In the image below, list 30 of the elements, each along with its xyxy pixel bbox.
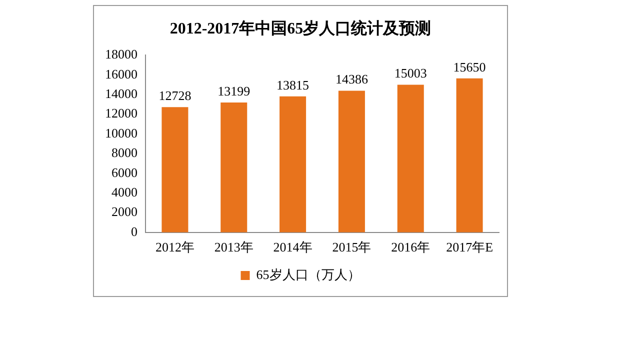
data-label: 15003 [394,66,427,81]
chart-title: 2012-2017年中国65岁人口统计及预测 [170,20,432,38]
y-tick-label: 16000 [105,66,138,82]
bar [280,96,306,232]
y-tick-label: 0 [131,224,138,239]
x-tick-label: 2013年 [214,240,254,255]
y-tick-label: 14000 [105,86,138,101]
x-tick-label: 2014年 [273,240,312,255]
y-tick-label: 10000 [105,125,138,140]
x-tick-label: 2015年 [332,240,372,255]
bar [162,107,188,232]
data-label: 14386 [335,72,368,87]
data-label: 15650 [453,59,486,74]
bar [456,78,483,232]
y-tick-label: 2000 [112,204,138,220]
bar [338,90,365,232]
bar [220,102,248,232]
y-tick-label: 4000 [112,184,138,200]
data-label: 13815 [276,77,310,92]
x-tick-label: 2012年 [155,240,194,255]
y-tick-label: 8000 [112,145,138,160]
data-label: 12728 [158,88,192,104]
y-tick-label: 12000 [105,106,138,121]
y-tick-label: 18000 [105,46,138,62]
x-tick-label: 2016年 [391,240,430,255]
data-label: 13199 [218,83,250,98]
bar [397,84,424,232]
legend-label: 65岁人口（万人） [256,266,360,282]
x-tick-label: 2017年E [446,240,494,255]
y-tick-label: 6000 [112,164,138,180]
